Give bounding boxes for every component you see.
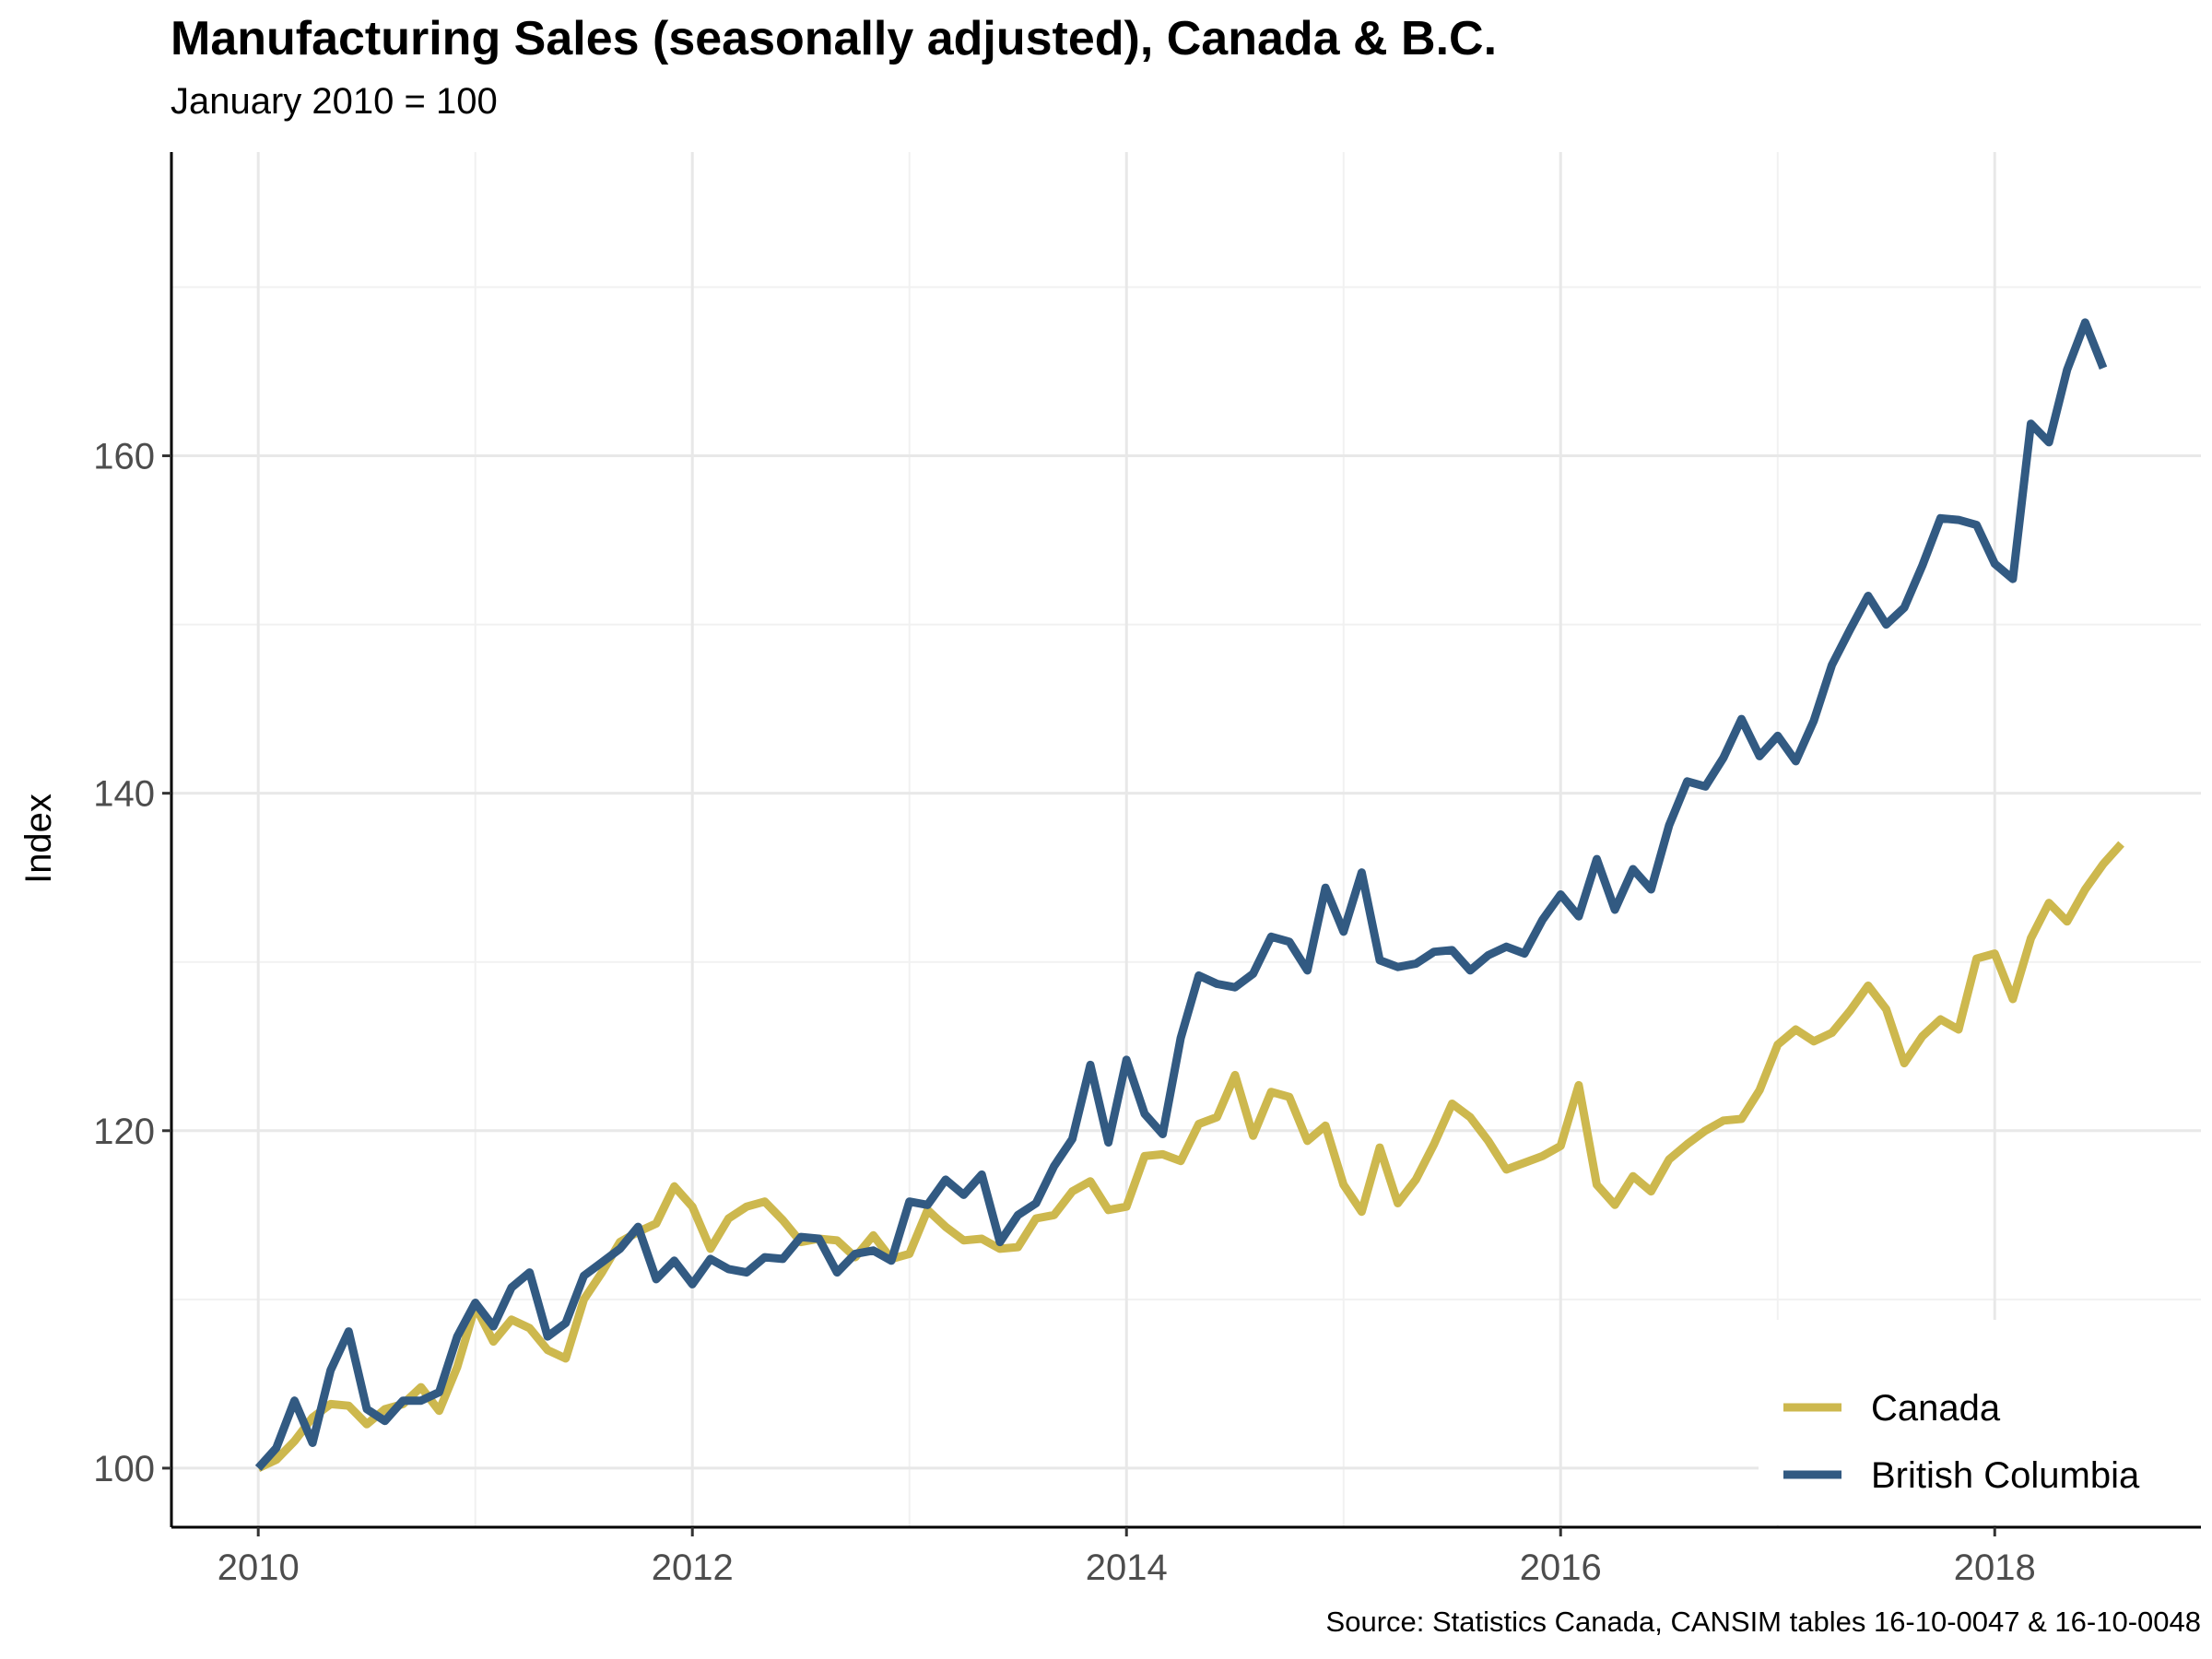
- x-tick-label: 2016: [1520, 1547, 1602, 1588]
- y-tick-label: 120: [93, 1112, 155, 1152]
- chart-subtitle: January 2010 = 100: [171, 81, 498, 122]
- series-line-british-columbia: [254, 318, 2108, 1471]
- chart-title: Manufacturing Sales (seasonally adjusted…: [171, 12, 1498, 65]
- legend-label: Canada: [1871, 1388, 2001, 1429]
- x-tick-label: 2018: [1954, 1547, 2036, 1588]
- chart-caption: Source: Statistics Canada, CANSIM tables…: [1325, 1606, 2201, 1638]
- legend-background: [1759, 1320, 2201, 1524]
- legend-label: British Columbia: [1871, 1455, 2140, 1496]
- x-tick-label: 2010: [218, 1547, 300, 1588]
- series-layer: [254, 318, 2124, 1472]
- axis-layer: 2010 2012 2014 2016 2018 100 120 140 160: [93, 152, 2201, 1588]
- series-line-canada: [256, 841, 2124, 1472]
- y-tick-label: 160: [93, 437, 155, 477]
- y-tick-label: 140: [93, 774, 155, 815]
- y-tick-label: 100: [93, 1449, 155, 1489]
- y-axis-title: Index: [18, 794, 59, 884]
- x-tick-label: 2012: [652, 1547, 734, 1588]
- legend: Canada British Columbia: [1759, 1320, 2201, 1524]
- x-tick-label: 2014: [1086, 1547, 1168, 1588]
